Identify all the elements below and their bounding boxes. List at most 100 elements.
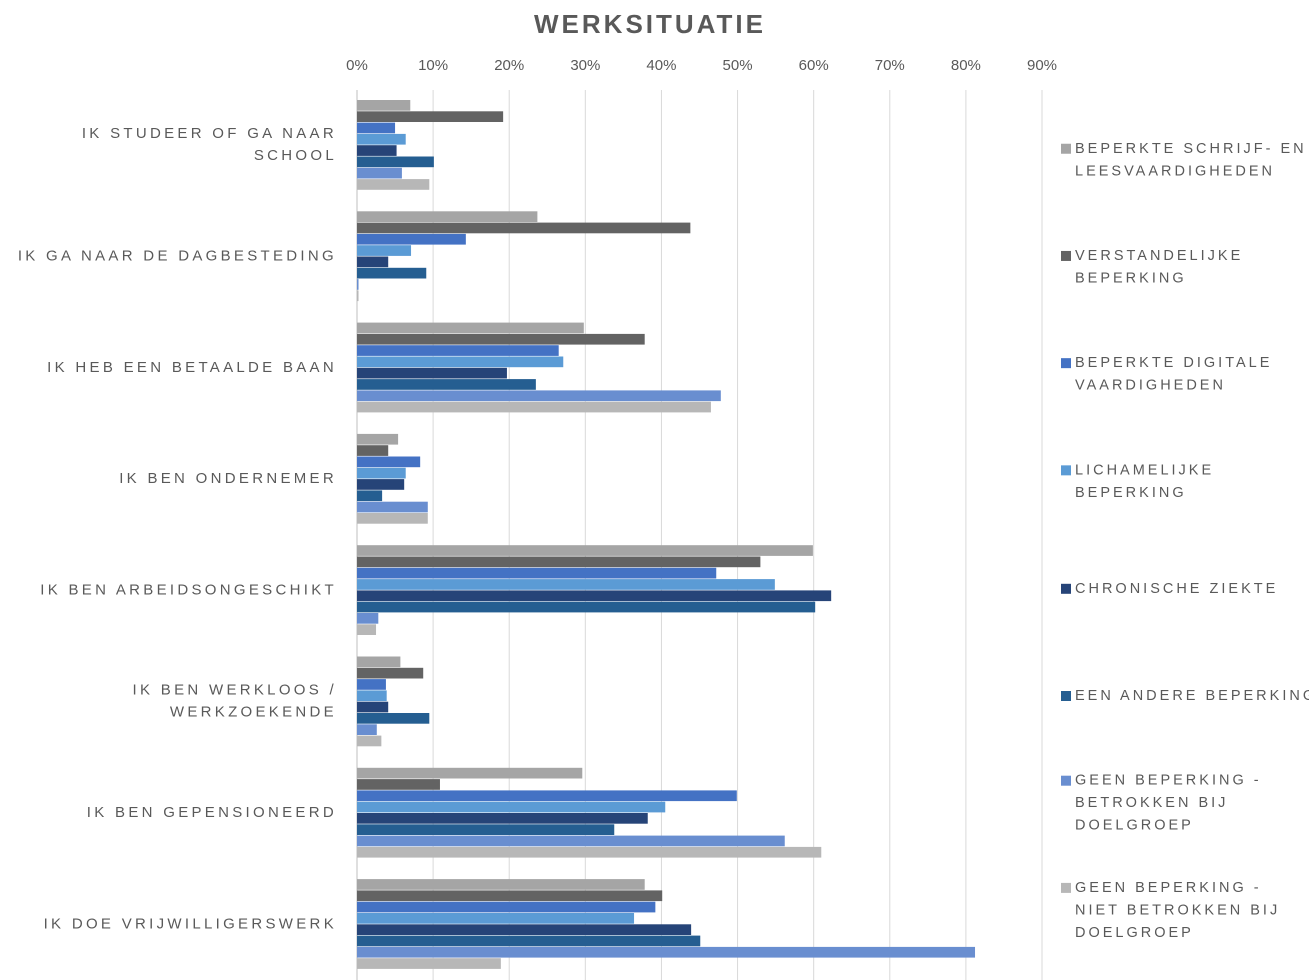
bar [357, 890, 663, 902]
bar [357, 513, 428, 524]
y-tick-label: IK BEN ARBEIDSONGESCHIKT [40, 581, 337, 598]
bar [357, 211, 538, 222]
bar [357, 345, 559, 356]
bar [357, 801, 666, 813]
bar [357, 579, 775, 590]
bar [357, 233, 466, 245]
y-tick-label: IK BEN GEPENSIONEERD [87, 804, 337, 821]
x-tick-label: 20% [494, 57, 524, 74]
bar [357, 667, 424, 679]
bar [357, 924, 692, 935]
x-tick-label: 70% [875, 57, 905, 74]
legend-label: BEPERKTE SCHRIJF- EN LEESVAARDIGHEDEN [1075, 141, 1307, 180]
bar [357, 290, 359, 302]
legend-swatch [1061, 143, 1071, 154]
bar [357, 713, 430, 724]
y-tick-label: IK BEN WERKLOOS / WERKZOEKENDE [133, 682, 337, 721]
bar [357, 122, 396, 134]
bar [357, 267, 427, 279]
y-tick-label: IK STUDEER OF GA NAAR SCHOOL [82, 125, 337, 164]
bar [357, 100, 411, 111]
bar [357, 156, 434, 168]
bar [357, 433, 399, 445]
bar [357, 133, 406, 145]
bar [357, 401, 711, 413]
bar [357, 790, 737, 802]
legend-swatch [1061, 358, 1071, 369]
bar [357, 245, 412, 256]
legend-label: GEEN BEPERKING -BETROKKEN BIJ DOELGROEP [1075, 773, 1262, 834]
bar [357, 656, 401, 668]
legend-swatch [1061, 250, 1071, 261]
bar [357, 545, 813, 556]
bar [357, 767, 583, 779]
bar [357, 958, 501, 969]
legend-label: EEN ANDERE BEPERKING [1075, 688, 1309, 704]
bar [357, 901, 656, 913]
y-tick-label: IK GA NAAR DE DAGBESTEDING [18, 247, 337, 264]
bar [357, 724, 377, 735]
bar [357, 479, 405, 490]
x-tick-label: 60% [799, 57, 829, 74]
bar [357, 556, 761, 568]
x-tick-label: 30% [570, 57, 600, 74]
bar [357, 456, 421, 468]
chart-title: WERKSITUATIE [534, 9, 766, 39]
bar [357, 613, 379, 624]
bar [357, 145, 397, 156]
legend-swatch [1061, 882, 1071, 893]
bar [357, 179, 430, 190]
bar [357, 846, 822, 858]
bar [357, 935, 701, 947]
bar [357, 679, 386, 690]
bar [357, 701, 389, 713]
bar [357, 279, 359, 290]
bar [357, 590, 832, 602]
legend-label: GEEN BEPERKING -NIET BETROKKEN BIJ DOELGR… [1075, 880, 1280, 941]
bar [357, 222, 691, 234]
bar [357, 913, 635, 924]
bar [357, 835, 785, 847]
bar [357, 333, 645, 345]
bar [357, 813, 648, 824]
legend-label: BEPERKTE DIGITALE VAARDIGHEDEN [1075, 355, 1272, 394]
bar [357, 356, 564, 368]
bar [357, 879, 645, 890]
bar [357, 690, 387, 702]
legend-swatch [1061, 691, 1071, 701]
bar [357, 445, 389, 456]
legend-label: VERSTANDELIJKE BEPERKING [1075, 248, 1243, 287]
x-tick-label: 80% [951, 57, 981, 74]
y-tick-label: IK DOE VRIJWILLIGERSWERK [44, 915, 337, 932]
bar [357, 379, 536, 390]
legend-label: CHRONISCHE ZIEKTE [1075, 581, 1278, 597]
bar [357, 624, 377, 635]
x-tick-label: 40% [646, 57, 676, 74]
bar [357, 501, 428, 513]
bar [357, 567, 717, 579]
bar [357, 390, 721, 402]
bar [357, 367, 507, 379]
bar [357, 167, 402, 179]
bar [357, 779, 440, 790]
x-tick-label: 50% [723, 57, 753, 74]
x-tick-label: 90% [1027, 57, 1057, 74]
bar [357, 490, 383, 502]
bar [357, 946, 976, 958]
bar [357, 256, 389, 268]
legend-swatch [1061, 775, 1071, 786]
legend-swatch [1061, 583, 1071, 594]
bar [357, 322, 584, 334]
x-tick-label: 10% [418, 57, 448, 74]
legend-swatch [1061, 465, 1071, 476]
y-tick-label: IK HEB EEN BETAALDE BAAN [47, 359, 337, 376]
bar [357, 111, 504, 122]
bar [357, 601, 816, 613]
legend-label: LICHAMELIJKE BEPERKING [1075, 462, 1214, 501]
y-tick-label: IK BEN ONDERNEMER [119, 470, 337, 487]
bar [357, 467, 406, 479]
bar [357, 824, 615, 835]
x-tick-label: 0% [346, 57, 368, 74]
bar [357, 735, 382, 747]
